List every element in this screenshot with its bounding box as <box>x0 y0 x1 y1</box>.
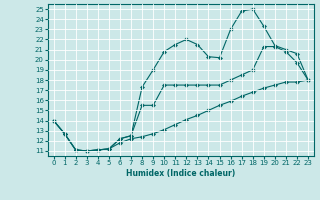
X-axis label: Humidex (Indice chaleur): Humidex (Indice chaleur) <box>126 169 236 178</box>
